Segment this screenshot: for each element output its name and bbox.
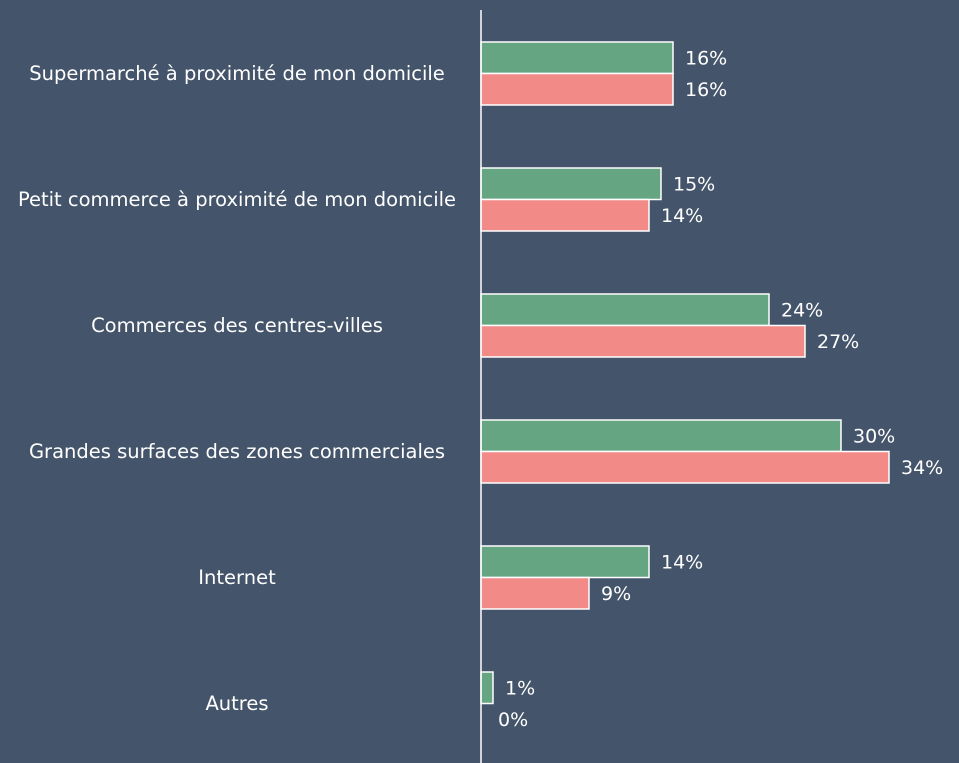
value-label: 14% [661,205,703,227]
category-label: Petit commerce à proximité de mon domici… [17,187,457,211]
value-label: 1% [505,677,535,699]
bar [480,198,650,232]
category-label: Supermarché à proximité de mon domicile [29,61,445,85]
bar [480,293,770,327]
value-label: 34% [901,457,943,479]
value-label: 16% [685,79,727,101]
value-label: 15% [673,173,715,195]
category-label: Internet [198,565,276,589]
bar [480,324,806,358]
value-label: 27% [817,331,859,353]
value-label: 14% [661,551,703,573]
bar [480,41,674,75]
bar [480,450,890,484]
category-label: Commerces des centres-villes [91,313,383,337]
value-label: 0% [498,709,528,731]
value-label: 24% [781,299,823,321]
value-label: 30% [853,425,895,447]
bar [480,167,662,201]
bar [480,72,674,106]
value-label: 9% [601,583,631,605]
value-label: 16% [685,47,727,69]
category-label: Autres [205,691,269,715]
bar [480,419,842,453]
category-label: Grandes surfaces des zones commerciales [28,439,446,463]
bar [480,671,494,705]
bar [480,545,650,579]
bar [480,576,590,610]
